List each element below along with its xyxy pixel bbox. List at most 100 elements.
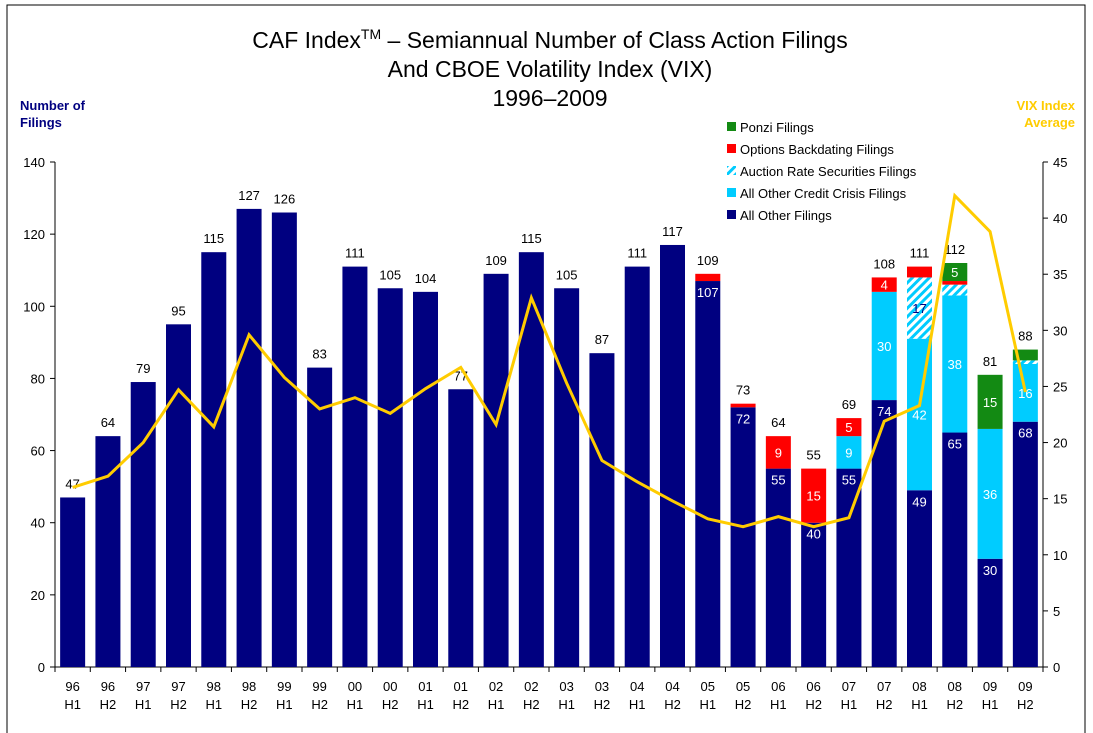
segment-label: 15	[983, 395, 997, 410]
x-tick-label: 00 H1	[347, 679, 364, 712]
segment-label: 5	[951, 265, 958, 280]
total-label: 73	[736, 383, 750, 398]
legend-label: Options Backdating Filings	[740, 142, 894, 157]
total-label: 104	[415, 271, 437, 286]
x-tick-label-line: 05	[701, 679, 715, 694]
bar-segment	[836, 418, 862, 437]
total-label: 108	[873, 256, 895, 271]
x-tick-label-line: 00	[348, 679, 362, 694]
bar-segment	[695, 273, 721, 282]
segment-label: 55	[842, 473, 856, 488]
legend-swatch	[727, 210, 736, 219]
total-label: 69	[842, 397, 856, 412]
x-tick-label-line: 05	[736, 679, 750, 694]
x-tick-label: 07 H2	[876, 679, 893, 712]
x-tick-label-line: H2	[311, 697, 328, 712]
x-tick-label-line: 01	[454, 679, 468, 694]
x-tick-label: 03 H2	[594, 679, 611, 712]
total-label: 55	[806, 448, 820, 463]
x-tick-label-line: H1	[841, 697, 858, 712]
legend-swatch	[727, 188, 736, 197]
x-tick-label-line: H1	[982, 697, 999, 712]
x-tick-label: 01 H1	[417, 679, 434, 712]
bar-segment	[977, 558, 1003, 667]
y-tick-label: 0	[38, 660, 45, 675]
y2-axis-title: Average	[1024, 115, 1075, 130]
total-label: 109	[485, 253, 507, 268]
segment-label: 17	[912, 301, 926, 316]
y-tick-label: 120	[23, 227, 45, 242]
x-tick-label-line: H2	[805, 697, 822, 712]
x-tick-label-line: H1	[135, 697, 152, 712]
y2-tick-label: 5	[1053, 604, 1060, 619]
total-label: 64	[771, 415, 785, 430]
x-tick-label-line: 03	[595, 679, 609, 694]
bar-segment	[801, 468, 827, 523]
x-tick-label: 98 H2	[241, 679, 258, 712]
bar-segment	[765, 436, 791, 469]
total-label: 83	[312, 347, 326, 362]
x-tick-label-line: H1	[276, 697, 293, 712]
x-tick-label-line: H2	[876, 697, 893, 712]
total-label: 81	[983, 354, 997, 369]
bar-segment	[907, 277, 932, 339]
x-tick-label-line: H1	[629, 697, 646, 712]
bar-segment	[836, 468, 862, 667]
x-tick-label: 09 H2	[1017, 679, 1034, 712]
y-tick-label: 100	[23, 299, 45, 314]
x-tick-label-line: H1	[558, 697, 575, 712]
total-label: 87	[595, 332, 609, 347]
chart-title: CAF IndexTM – Semiannual Number of Class…	[252, 26, 847, 53]
segment-label: 68	[1018, 426, 1032, 441]
total-label: 126	[274, 192, 296, 207]
bar-segment	[695, 281, 721, 667]
y-tick-label: 20	[31, 588, 45, 603]
x-tick-label-line: 09	[983, 679, 997, 694]
y2-tick-label: 10	[1053, 548, 1067, 563]
legend-label: All Other Filings	[740, 208, 832, 223]
x-tick-label: 97 H1	[135, 679, 152, 712]
x-tick-label-line: H1	[347, 697, 364, 712]
total-label: 117	[662, 224, 683, 239]
bar-segment	[871, 400, 897, 667]
x-tick-label: 04 H2	[664, 679, 681, 712]
bar-segment	[730, 403, 756, 408]
x-tick-label-line: H1	[417, 697, 434, 712]
x-tick-label: 01 H2	[452, 679, 469, 712]
y-axis-title: Number of	[20, 98, 86, 113]
x-tick-label: 06 H1	[770, 679, 787, 712]
x-tick-label: 99 H2	[311, 679, 328, 712]
y-axis-title: Filings	[20, 115, 62, 130]
x-tick-label: 02 H2	[523, 679, 540, 712]
total-label: 79	[136, 361, 150, 376]
x-tick-label-line: 97	[171, 679, 185, 694]
x-tick-label-line: 07	[877, 679, 891, 694]
title-superscript: TM	[361, 26, 381, 42]
bar-segment	[1012, 360, 1038, 364]
bar-segment	[342, 266, 368, 667]
y2-tick-label: 0	[1053, 660, 1060, 675]
segment-label: 38	[948, 357, 962, 372]
x-tick-label-line: 00	[383, 679, 397, 694]
y2-tick-label: 20	[1053, 436, 1067, 451]
x-tick-label-line: H2	[170, 697, 187, 712]
bar-segment	[483, 273, 509, 667]
x-tick-label-line: H2	[100, 697, 117, 712]
bar-segment	[413, 291, 438, 667]
segment-label: 72	[736, 411, 750, 426]
x-tick-label: 97 H2	[170, 679, 187, 712]
bar-segment	[730, 407, 756, 667]
bar-segment	[554, 288, 580, 667]
bar-segment	[660, 244, 685, 667]
total-label: 112	[944, 242, 965, 257]
x-tick-label: 96 H1	[64, 679, 81, 712]
bar-segment	[307, 367, 333, 667]
bar-segment	[836, 436, 862, 469]
bar-segment	[60, 497, 86, 667]
bar-segment	[942, 284, 968, 296]
bar-segment	[448, 389, 474, 667]
bar-segment	[236, 208, 262, 667]
x-tick-label-line: 06	[771, 679, 785, 694]
legend-swatch	[727, 144, 736, 153]
